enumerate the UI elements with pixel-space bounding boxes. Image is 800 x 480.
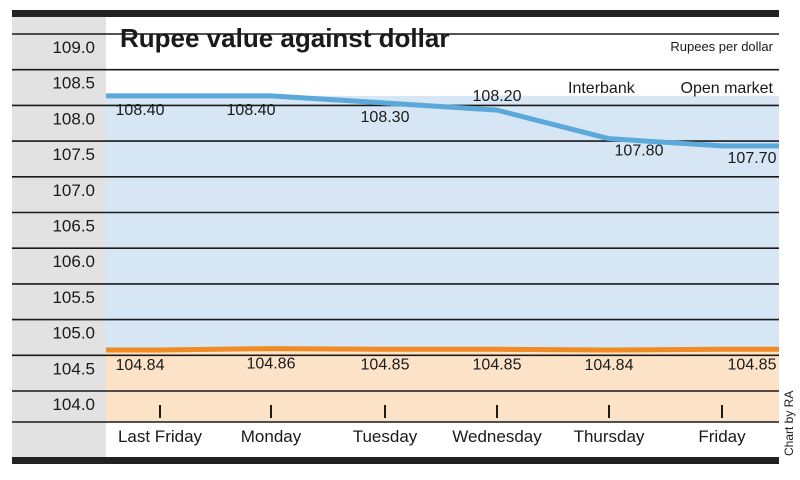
- open-market-value-label: 108.30: [361, 109, 410, 126]
- y-axis-panel: [12, 17, 106, 457]
- interbank-value-label: 104.85: [728, 356, 777, 373]
- open-market-value-label: 107.80: [615, 143, 664, 160]
- open-market-value-label: 108.20: [473, 88, 522, 105]
- y-tick-label: 104.5: [52, 359, 95, 378]
- chart-title: Rupee value against dollar: [120, 23, 449, 53]
- interbank-value-label: 104.85: [473, 356, 522, 373]
- y-tick-label: 108.5: [52, 74, 95, 93]
- open-market-value-label: 108.40: [227, 102, 276, 119]
- open-market-value-label: 107.70: [728, 150, 777, 167]
- x-axis-panel: [106, 422, 779, 457]
- unit-label: Rupees per dollar: [670, 39, 773, 54]
- open-market-value-label: 108.40: [116, 102, 165, 119]
- y-tick-label: 106.5: [52, 217, 95, 236]
- x-tick-label: Last Friday: [118, 427, 203, 446]
- y-tick-label: 104.0: [52, 395, 95, 414]
- x-tick-label: Wednesday: [452, 427, 542, 446]
- interbank-value-label: 104.85: [361, 356, 410, 373]
- x-tick-label: Thursday: [574, 427, 645, 446]
- y-tick-label: 109.0: [52, 38, 95, 57]
- y-tick-label: 105.0: [52, 324, 95, 343]
- x-tick-label: Friday: [698, 427, 746, 446]
- interbank-value-label: 104.84: [585, 357, 634, 374]
- top-border: [12, 10, 779, 17]
- interbank-value-label: 104.84: [116, 357, 165, 374]
- x-tick-label: Tuesday: [353, 427, 418, 446]
- x-tick-label: Monday: [241, 427, 302, 446]
- y-tick-label: 108.0: [52, 109, 95, 128]
- interbank-value-label: 104.86: [247, 356, 296, 373]
- y-tick-label: 106.0: [52, 252, 95, 271]
- chart-credit: Chart by RA: [782, 391, 796, 456]
- interbank-area: [106, 348, 779, 422]
- y-tick-label: 105.5: [52, 288, 95, 307]
- y-tick-label: 107.5: [52, 145, 95, 164]
- y-tick-label: 107.0: [52, 181, 95, 200]
- legend-interbank: Interbank: [568, 80, 636, 97]
- bottom-border: [12, 457, 779, 464]
- legend-open-market: Open market: [681, 80, 774, 97]
- open-market-line: [106, 93, 779, 149]
- interbank-line: [106, 346, 779, 353]
